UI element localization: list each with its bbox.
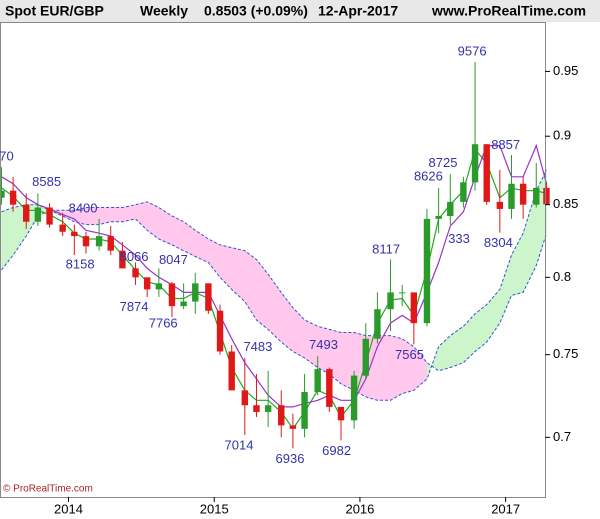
candle-body [508, 183, 515, 209]
candle-body [143, 277, 151, 290]
price-annotation: 6982 [322, 443, 351, 458]
cloud-segment [110, 207, 123, 222]
header-bar [0, 0, 600, 22]
price-annotation: 8725 [429, 155, 458, 170]
candle-body [533, 187, 540, 205]
price-annotation: 6936 [276, 451, 305, 466]
price-annotation: 8047 [159, 252, 188, 267]
candle-body [519, 183, 527, 205]
candle-body [410, 292, 418, 324]
y-tick-label: 0.95 [553, 63, 578, 78]
header-date: 12-Apr-2017 [318, 3, 398, 19]
price-annotation: 7493 [309, 337, 338, 352]
price-annotation: 7874 [120, 299, 149, 314]
candle-body [34, 207, 42, 222]
candle-body [350, 375, 358, 421]
plot-frame [0, 22, 546, 498]
candle-body [289, 425, 297, 429]
indicator-line [1, 148, 547, 430]
header-site: www.ProRealTime.com [431, 3, 586, 19]
price-annotation: 7565 [395, 347, 424, 362]
price-annotation: 8117 [372, 241, 400, 256]
candle-body [543, 187, 550, 205]
candle-body [387, 292, 394, 310]
candle-body [59, 224, 66, 232]
cloud-edge [1, 169, 547, 401]
candle-body [168, 283, 176, 307]
candle-body [314, 369, 321, 392]
candle-body [82, 236, 90, 247]
price-annotation: 8304 [484, 235, 513, 250]
price-annotation: 9576 [458, 43, 487, 58]
candle-body [228, 351, 235, 391]
price-annotation: 8158 [66, 256, 95, 271]
candle-body [301, 391, 308, 429]
y-tick-label: 0.9 [553, 128, 571, 143]
candle-body [155, 283, 163, 290]
candle-body [362, 338, 369, 376]
candle-body [119, 250, 126, 269]
candle-body [278, 405, 285, 426]
candle-body [180, 301, 187, 307]
cloud-segment [98, 207, 111, 225]
candle-body [435, 216, 442, 219]
x-tick-label: 2014 [54, 501, 83, 516]
candle-body [374, 309, 381, 339]
candle-body [192, 283, 199, 302]
candle-body [9, 190, 17, 205]
y-tick-label: 0.7 [553, 429, 571, 444]
indicator-line [1, 143, 548, 408]
candle-body [337, 406, 345, 421]
candle-body [107, 236, 114, 251]
candle-body [326, 369, 333, 407]
candle-body [483, 144, 490, 202]
candle-body [46, 207, 53, 225]
plot [0, 61, 550, 449]
candle-body [496, 201, 504, 209]
candle-body [264, 405, 272, 412]
y-tick-label: 0.85 [553, 196, 578, 211]
price-annotation: 8626 [414, 168, 443, 183]
header-price: 0.8503 (+0.09%) [204, 3, 308, 19]
price-annotation: 7766 [149, 315, 178, 330]
price-annotation: 7483 [243, 339, 272, 354]
price-annotation: 8400 [69, 200, 98, 215]
x-tick-label: 2016 [345, 501, 374, 516]
footer: © ProRealTime.com [3, 484, 93, 495]
candle-body [253, 405, 260, 412]
candle-body [23, 204, 30, 222]
header-title: Spot EUR/GBP [5, 3, 104, 19]
candle-body [95, 236, 103, 247]
header-period: Weekly [140, 3, 188, 19]
y-tick-label: 0.75 [553, 346, 578, 361]
candle-body [460, 182, 467, 202]
x-tick-label: 2015 [200, 501, 229, 516]
cloud-segment [377, 335, 391, 401]
price-annotation: 8066 [120, 249, 149, 264]
cloud-segment [390, 335, 403, 401]
y-tick-label: 0.8 [553, 269, 571, 284]
candle-body [447, 201, 454, 217]
price-annotation: 333 [448, 231, 470, 246]
candle-body [398, 292, 406, 294]
candle-body [216, 310, 224, 352]
price-annotation: 8857 [491, 137, 520, 152]
cloud-edge [1, 201, 547, 372]
price-annotation: 8585 [32, 174, 61, 189]
candle-body [471, 144, 479, 183]
candle-body [241, 390, 249, 406]
price-annotation: 7014 [225, 437, 254, 452]
candle-body [205, 283, 212, 311]
candle-body [0, 190, 5, 198]
candle-body [71, 231, 78, 237]
price-annotation: 770 [0, 149, 14, 164]
candle-body [423, 218, 431, 324]
candle-body [132, 268, 139, 278]
x-tick-label: 2017 [491, 501, 520, 516]
